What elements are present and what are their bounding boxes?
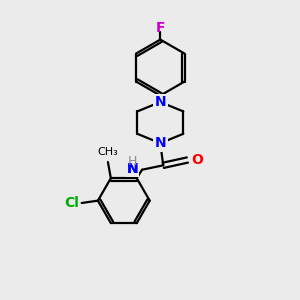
Text: N: N — [127, 162, 139, 176]
Text: H: H — [128, 155, 137, 168]
Text: CH₃: CH₃ — [98, 147, 118, 157]
Text: N: N — [154, 95, 166, 109]
Text: Cl: Cl — [64, 196, 79, 210]
Text: N: N — [154, 95, 166, 109]
Text: O: O — [191, 153, 203, 167]
Text: N: N — [127, 162, 139, 176]
Text: F: F — [156, 21, 165, 35]
Text: N: N — [154, 136, 166, 150]
Text: N: N — [154, 136, 166, 151]
